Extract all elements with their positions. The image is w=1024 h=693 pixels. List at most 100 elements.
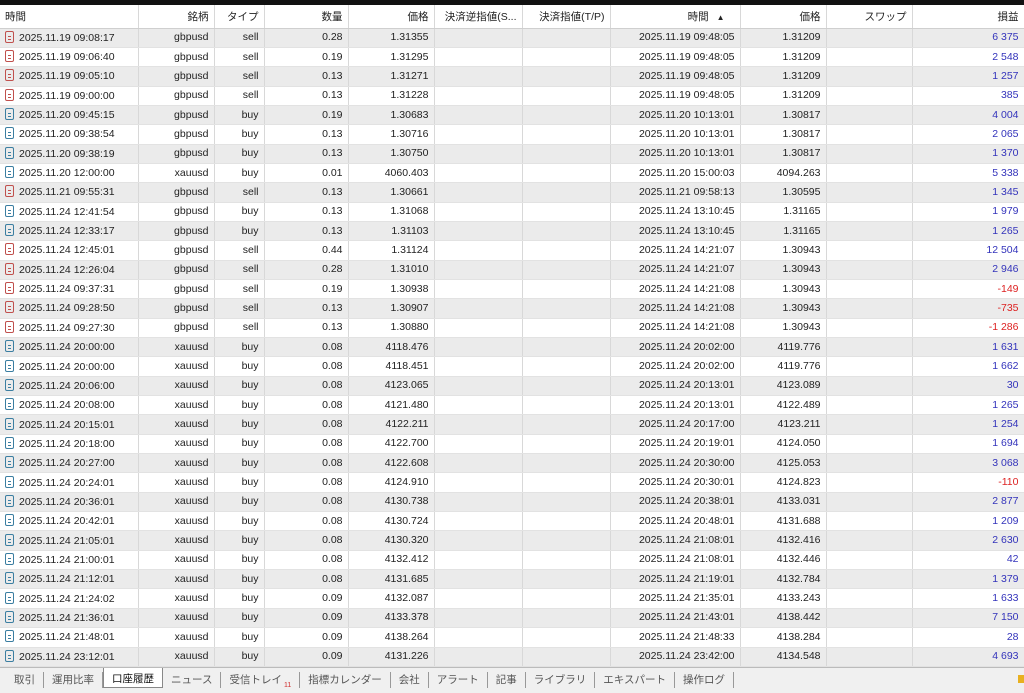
tab-2[interactable]: 口座履歴: [103, 668, 163, 688]
table-row[interactable]: 2025.11.24 09:37:31 gbpusd sell 0.19 1.30938…: [0, 279, 1024, 300]
cell-close-price: 4124.050: [740, 434, 827, 455]
cell-stop-loss: [434, 550, 523, 571]
cell-value: 1.30817: [782, 147, 821, 160]
tab-5[interactable]: 指標カレンダー: [300, 672, 391, 688]
column-header-type[interactable]: タイプ: [214, 5, 265, 29]
column-label: 決済指値(T/P): [539, 10, 605, 23]
cell-value: gbpusd: [174, 301, 209, 314]
cell-volume: 0.28: [264, 28, 349, 48]
cell-value: buy: [241, 572, 259, 585]
cell-stop-loss: [434, 182, 523, 203]
cell-value: 2025.11.24 21:05:01: [19, 534, 115, 547]
table-row[interactable]: 2025.11.24 21:36:01 xauusd buy 0.09 4133.378…: [0, 608, 1024, 629]
tab-label: 記事: [495, 674, 517, 686]
cell-value: gbpusd: [174, 282, 209, 295]
tab-3[interactable]: ニュース: [163, 672, 222, 688]
tab-6[interactable]: 会社: [391, 672, 429, 688]
tab-10[interactable]: エキスパート: [595, 672, 675, 688]
table-row[interactable]: 2025.11.20 09:38:54 gbpusd buy 0.13 1.30716 2…: [0, 124, 1024, 145]
cell-value: 2025.11.24 21:00:01: [19, 553, 115, 566]
column-label: 時間: [687, 10, 709, 23]
sell-deal-icon: [5, 282, 14, 295]
table-row[interactable]: 2025.11.24 09:28:50 gbpusd sell 0.13 1.30907…: [0, 298, 1024, 319]
table-row[interactable]: 2025.11.19 09:06:40 gbpusd sell 0.19 1.31295…: [0, 47, 1024, 68]
table-row[interactable]: 2025.11.24 20:42:01 xauusd buy 0.08 4130.724…: [0, 511, 1024, 532]
cell-open-time: 2025.11.24 09:37:31: [0, 279, 139, 300]
tab-1[interactable]: 運用比率: [44, 672, 103, 688]
column-header-open-time[interactable]: 時間: [0, 5, 139, 29]
table-row[interactable]: 2025.11.24 21:24:02 xauusd buy 0.09 4132.087…: [0, 588, 1024, 609]
table-row[interactable]: 2025.11.19 09:08:17 gbpusd sell 0.28 1.31355…: [0, 28, 1024, 48]
table-row[interactable]: 2025.11.24 12:33:17 gbpusd buy 0.13 1.31103 2…: [0, 221, 1024, 242]
table-row[interactable]: 2025.11.20 09:45:15 gbpusd buy 0.19 1.30683 2…: [0, 105, 1024, 126]
cell-type: sell: [214, 260, 265, 280]
cell-volume: 0.08: [264, 550, 349, 571]
table-row[interactable]: 2025.11.24 20:27:00 xauusd buy 0.08 4122.608…: [0, 453, 1024, 474]
table-row[interactable]: 2025.11.24 20:36:01 xauusd buy 0.08 4130.738…: [0, 492, 1024, 513]
column-header-take-profit[interactable]: 決済指値(T/P): [522, 5, 611, 29]
cell-value: 4130.724: [384, 514, 429, 527]
table-row[interactable]: 2025.11.21 09:55:31 gbpusd sell 0.13 1.30661…: [0, 182, 1024, 203]
cell-value: buy: [241, 592, 259, 605]
column-header-close-time[interactable]: 時間 ▲: [610, 5, 741, 29]
table-row[interactable]: 2025.11.19 09:05:10 gbpusd sell 0.13 1.31271…: [0, 66, 1024, 87]
cell-close-time: 2025.11.24 20:17:00: [610, 414, 741, 435]
cell-value: 2025.11.19 09:05:10: [19, 70, 115, 83]
table-row[interactable]: 2025.11.24 12:26:04 gbpusd sell 0.28 1.31010…: [0, 260, 1024, 280]
cell-open-price: 4132.412: [348, 550, 435, 571]
cell-value: 2025.11.24 12:33:17: [19, 225, 115, 238]
cell-close-price: 4132.784: [740, 569, 827, 590]
table-row[interactable]: 2025.11.24 09:27:30 gbpusd sell 0.13 1.30880…: [0, 318, 1024, 339]
column-header-volume[interactable]: 数量: [264, 5, 349, 29]
table-row[interactable]: 2025.11.19 09:00:00 gbpusd sell 0.13 1.31228…: [0, 86, 1024, 106]
tab-8[interactable]: 記事: [488, 672, 526, 688]
cell-take-profit: [522, 202, 611, 222]
cell-type: buy: [214, 608, 265, 629]
cell-swap: [826, 608, 913, 629]
table-row[interactable]: 2025.11.24 21:12:01 xauusd buy 0.08 4131.685…: [0, 569, 1024, 590]
cell-value: xauusd: [174, 534, 209, 547]
cell-value: buy: [241, 108, 259, 121]
table-row[interactable]: 2025.11.24 20:00:00 xauusd buy 0.08 4118.476…: [0, 337, 1024, 358]
cell-symbol: xauusd: [138, 472, 215, 493]
table-row[interactable]: 2025.11.24 20:15:01 xauusd buy 0.08 4122.211…: [0, 414, 1024, 435]
table-row[interactable]: 2025.11.24 21:05:01 xauusd buy 0.08 4130.320…: [0, 530, 1024, 551]
column-header-swap[interactable]: スワップ: [826, 5, 913, 29]
table-row[interactable]: 2025.11.24 23:12:01 xauusd buy 0.09 4131.226…: [0, 647, 1024, 667]
table-row[interactable]: 2025.11.24 20:18:00 xauusd buy 0.08 4122.700…: [0, 434, 1024, 455]
column-header-close-price[interactable]: 価格: [740, 5, 827, 29]
cell-volume: 0.28: [264, 260, 349, 280]
table-row[interactable]: 2025.11.24 21:48:01 xauusd buy 0.09 4138.264…: [0, 627, 1024, 648]
table-row[interactable]: 2025.11.24 20:06:00 xauusd buy 0.08 4123.065…: [0, 376, 1024, 397]
cell-close-time: 2025.11.20 15:00:03: [610, 163, 741, 184]
table-row[interactable]: 2025.11.20 12:00:00 xauusd buy 0.01 4060.403…: [0, 163, 1024, 184]
column-header-symbol[interactable]: 銘柄: [138, 5, 215, 29]
table-row[interactable]: 2025.11.24 20:00:00 xauusd buy 0.08 4118.451…: [0, 356, 1024, 377]
tab-11[interactable]: 操作ログ: [675, 672, 734, 688]
cell-stop-loss: [434, 356, 523, 377]
tab-9[interactable]: ライブラリ: [526, 672, 596, 688]
cell-value: 2025.11.19 09:06:40: [19, 51, 115, 64]
column-header-profit[interactable]: 損益: [912, 5, 1024, 29]
table-row[interactable]: 2025.11.24 12:41:54 gbpusd buy 0.13 1.31068 2…: [0, 202, 1024, 222]
column-header-stop-loss[interactable]: 決済逆指値(S...: [434, 5, 523, 29]
tab-7[interactable]: アラート: [429, 672, 488, 688]
table-row[interactable]: 2025.11.20 09:38:19 gbpusd buy 0.13 1.30750 2…: [0, 144, 1024, 164]
cell-value: 2 946: [992, 263, 1019, 276]
table-row[interactable]: 2025.11.24 21:00:01 xauusd buy 0.08 4132.412…: [0, 550, 1024, 571]
tab-4[interactable]: 受信トレイ 11: [221, 672, 301, 689]
table-row[interactable]: 2025.11.24 20:24:01 xauusd buy 0.08 4124.910…: [0, 472, 1024, 493]
tab-0[interactable]: 取引: [6, 672, 44, 688]
cell-value: 2025.11.24 20:38:01: [638, 495, 735, 508]
column-header-open-price[interactable]: 価格: [348, 5, 435, 29]
cell-close-price: 1.31209: [740, 28, 827, 48]
table-row[interactable]: 2025.11.24 20:08:00 xauusd buy 0.08 4121.480…: [0, 395, 1024, 416]
table-row[interactable]: 2025.11.24 12:45:01 gbpusd sell 0.44 1.31124…: [0, 240, 1024, 261]
sell-deal-icon: [5, 301, 14, 314]
cell-value: 0.13: [322, 224, 343, 237]
cell-open-price: 1.31068: [348, 202, 435, 222]
sell-deal-icon: [5, 320, 14, 333]
cell-open-price: 1.30716: [348, 124, 435, 145]
cell-value: 4122.608: [384, 456, 429, 469]
cell-value: 1.31209: [782, 89, 821, 102]
